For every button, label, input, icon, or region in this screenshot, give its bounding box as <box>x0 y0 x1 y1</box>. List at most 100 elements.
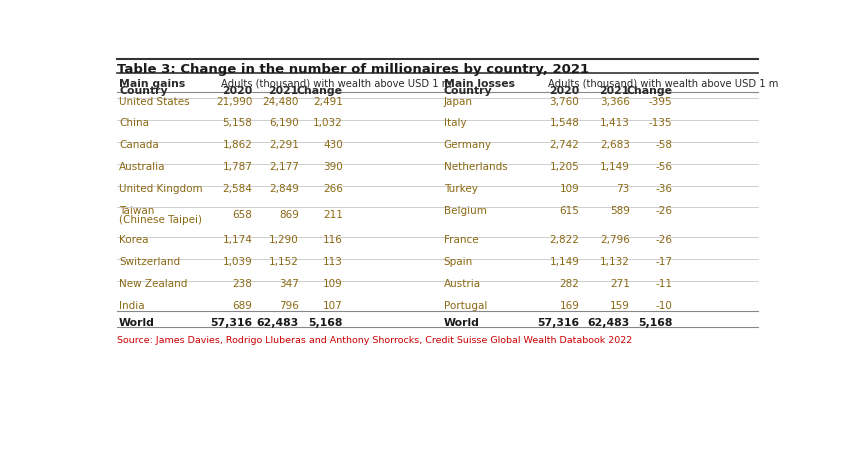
Text: 430: 430 <box>323 140 343 150</box>
Text: 211: 211 <box>323 209 343 219</box>
Text: (Chinese Taipei): (Chinese Taipei) <box>119 214 202 224</box>
Text: Australia: Australia <box>119 162 165 172</box>
Text: -58: -58 <box>654 140 671 150</box>
Text: 57,316: 57,316 <box>537 317 579 327</box>
Text: 238: 238 <box>233 279 252 289</box>
Text: Germany: Germany <box>443 140 491 150</box>
Text: 1,548: 1,548 <box>549 118 579 128</box>
Text: Italy: Italy <box>443 118 466 128</box>
Text: Change: Change <box>296 86 343 96</box>
Text: Austria: Austria <box>443 279 481 289</box>
Text: 2021: 2021 <box>268 86 298 96</box>
Text: Table 3: Change in the number of millionaires by country, 2021: Table 3: Change in the number of million… <box>118 63 589 76</box>
Text: 109: 109 <box>323 279 343 289</box>
Text: Spain: Spain <box>443 257 473 267</box>
Text: -26: -26 <box>654 235 671 245</box>
Text: 390: 390 <box>323 162 343 172</box>
Text: 169: 169 <box>559 301 579 311</box>
Text: 2,742: 2,742 <box>549 140 579 150</box>
Text: 159: 159 <box>609 301 629 311</box>
Text: -395: -395 <box>648 96 671 106</box>
Text: 2,822: 2,822 <box>549 235 579 245</box>
Text: 2021: 2021 <box>599 86 629 96</box>
Text: 796: 796 <box>279 301 298 311</box>
Text: Country: Country <box>443 86 492 96</box>
Text: Japan: Japan <box>443 96 472 106</box>
Text: Change: Change <box>625 86 671 96</box>
Text: 615: 615 <box>559 206 579 216</box>
Text: 266: 266 <box>323 184 343 194</box>
Text: 2,177: 2,177 <box>268 162 298 172</box>
Text: -10: -10 <box>654 301 671 311</box>
Text: Portugal: Portugal <box>443 301 486 311</box>
Text: 1,032: 1,032 <box>313 118 343 128</box>
Text: -26: -26 <box>654 206 671 216</box>
Text: Country: Country <box>119 86 168 96</box>
Text: 689: 689 <box>233 301 252 311</box>
Text: Main gains: Main gains <box>119 79 185 89</box>
Text: 271: 271 <box>609 279 629 289</box>
Text: 2,796: 2,796 <box>599 235 629 245</box>
Text: Netherlands: Netherlands <box>443 162 507 172</box>
Text: United States: United States <box>119 96 189 106</box>
Text: 347: 347 <box>279 279 298 289</box>
Text: 1,174: 1,174 <box>222 235 252 245</box>
Text: 5,168: 5,168 <box>308 317 343 327</box>
Text: -56: -56 <box>654 162 671 172</box>
Text: 113: 113 <box>323 257 343 267</box>
Text: 2020: 2020 <box>222 86 252 96</box>
Text: Korea: Korea <box>119 235 148 245</box>
Text: 1,149: 1,149 <box>599 162 629 172</box>
Text: 1,149: 1,149 <box>549 257 579 267</box>
Text: 2,491: 2,491 <box>313 96 343 106</box>
Text: 869: 869 <box>279 209 298 219</box>
Text: 1,152: 1,152 <box>268 257 298 267</box>
Text: 73: 73 <box>616 184 629 194</box>
Text: United Kingdom: United Kingdom <box>119 184 203 194</box>
Text: 21,990: 21,990 <box>216 96 252 106</box>
Text: World: World <box>119 317 155 327</box>
Text: 109: 109 <box>559 184 579 194</box>
Text: Belgium: Belgium <box>443 206 486 216</box>
Text: 1,413: 1,413 <box>599 118 629 128</box>
Text: 2,584: 2,584 <box>222 184 252 194</box>
Text: New Zealand: New Zealand <box>119 279 187 289</box>
Text: -17: -17 <box>654 257 671 267</box>
Text: 5,158: 5,158 <box>222 118 252 128</box>
Text: -135: -135 <box>648 118 671 128</box>
Text: France: France <box>443 235 478 245</box>
Text: 24,480: 24,480 <box>262 96 298 106</box>
Text: 3,366: 3,366 <box>599 96 629 106</box>
Text: Switzerland: Switzerland <box>119 257 180 267</box>
Text: 57,316: 57,316 <box>210 317 252 327</box>
Text: 3,760: 3,760 <box>549 96 579 106</box>
Text: 2,291: 2,291 <box>268 140 298 150</box>
Text: Taiwan: Taiwan <box>119 206 154 216</box>
Text: 1,205: 1,205 <box>549 162 579 172</box>
Text: 62,483: 62,483 <box>256 317 298 327</box>
Text: 6,190: 6,190 <box>268 118 298 128</box>
Text: 1,039: 1,039 <box>222 257 252 267</box>
Text: 62,483: 62,483 <box>587 317 629 327</box>
Text: 107: 107 <box>323 301 343 311</box>
Text: 282: 282 <box>559 279 579 289</box>
Text: Canada: Canada <box>119 140 158 150</box>
Text: -11: -11 <box>654 279 671 289</box>
Text: 2020: 2020 <box>549 86 579 96</box>
Text: 1,787: 1,787 <box>222 162 252 172</box>
Text: China: China <box>119 118 149 128</box>
Text: Main losses: Main losses <box>443 79 514 89</box>
Text: -36: -36 <box>654 184 671 194</box>
Text: 1,132: 1,132 <box>599 257 629 267</box>
Text: 589: 589 <box>609 206 629 216</box>
Text: 1,290: 1,290 <box>268 235 298 245</box>
Text: 1,862: 1,862 <box>222 140 252 150</box>
Text: Adults (thousand) with wealth above USD 1 m: Adults (thousand) with wealth above USD … <box>221 79 452 89</box>
Text: Turkey: Turkey <box>443 184 477 194</box>
Text: India: India <box>119 301 145 311</box>
Text: Adults (thousand) with wealth above USD 1 m: Adults (thousand) with wealth above USD … <box>548 79 778 89</box>
Text: Source: James Davies, Rodrigo Lluberas and Anthony Shorrocks, Credit Suisse Glob: Source: James Davies, Rodrigo Lluberas a… <box>118 335 632 344</box>
Text: 658: 658 <box>233 209 252 219</box>
Text: World: World <box>443 317 479 327</box>
Text: 2,849: 2,849 <box>268 184 298 194</box>
